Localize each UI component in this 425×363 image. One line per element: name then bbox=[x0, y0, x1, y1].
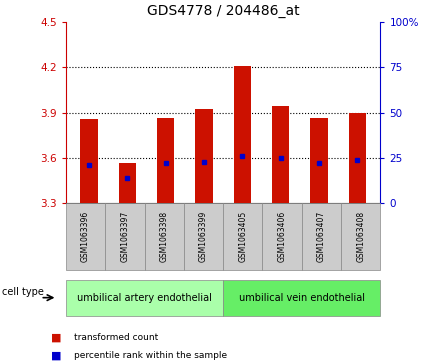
Bar bbox=[157, 118, 174, 203]
Text: GSM1063408: GSM1063408 bbox=[356, 211, 365, 262]
Bar bbox=[234, 66, 251, 203]
Bar bbox=[80, 119, 97, 203]
Bar bbox=[349, 113, 366, 203]
Text: umbilical vein endothelial: umbilical vein endothelial bbox=[239, 293, 365, 303]
Text: percentile rank within the sample: percentile rank within the sample bbox=[74, 351, 227, 360]
Text: GSM1063406: GSM1063406 bbox=[278, 211, 286, 262]
Text: GSM1063399: GSM1063399 bbox=[199, 211, 208, 262]
Text: ■: ■ bbox=[51, 351, 62, 361]
Text: transformed count: transformed count bbox=[74, 333, 159, 342]
Title: GDS4778 / 204486_at: GDS4778 / 204486_at bbox=[147, 4, 300, 18]
Bar bbox=[119, 163, 136, 203]
Text: ■: ■ bbox=[51, 333, 62, 343]
Text: umbilical artery endothelial: umbilical artery endothelial bbox=[77, 293, 212, 303]
Text: cell type: cell type bbox=[2, 287, 44, 297]
Text: GSM1063405: GSM1063405 bbox=[238, 211, 247, 262]
Bar bbox=[196, 109, 212, 203]
Text: GSM1063398: GSM1063398 bbox=[160, 211, 169, 262]
Text: GSM1063397: GSM1063397 bbox=[120, 211, 129, 262]
Bar bbox=[272, 106, 289, 203]
Text: GSM1063407: GSM1063407 bbox=[317, 211, 326, 262]
Text: GSM1063396: GSM1063396 bbox=[81, 211, 90, 262]
Bar bbox=[310, 118, 328, 203]
